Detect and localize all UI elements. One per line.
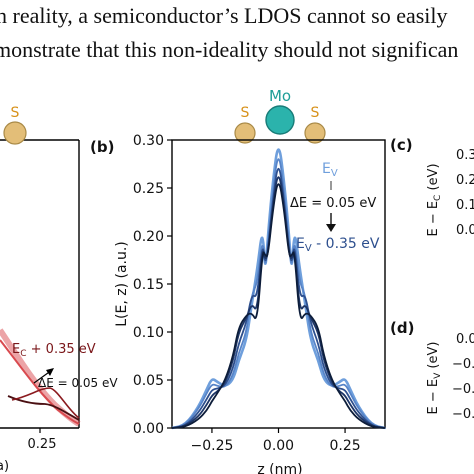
mo-atom-label: Mo [269, 87, 291, 105]
panel-b: (b) S Mo S 0.000.050.100.150.200.250.30 … [90, 87, 387, 474]
y-ticks: 0.00 0.05 0.10 0.15 0.20 0.25 0.30 [133, 133, 172, 437]
panel-c-tick-0: 0.3 [456, 148, 474, 163]
panel-b-label: (b) [90, 138, 114, 156]
x-tick-label: 0.25 [329, 438, 360, 454]
panel-d-tick-2: −0.2 [452, 382, 474, 397]
panel-c-label: (c) [390, 136, 413, 154]
panel-a-curve-mid [11, 387, 80, 419]
panel-d-tick-1: −0.1 [452, 357, 474, 372]
y-tick-label: 0.05 [133, 373, 164, 389]
panel-a-fragment: S EC + 0.35 eV ΔE = 0.05 eV 0.25 a) [0, 105, 118, 474]
s-atom-1 [234, 122, 256, 144]
panel-cd-fragment: (c) E − EC (eV) 0.3 0.2 0.1 0.0 (d) E − … [390, 136, 474, 422]
annotation-ev-bottom: EV - 0.35 eV [296, 236, 380, 254]
panel-a-arrow-head [46, 368, 54, 376]
x-ticks: −0.25 0.00 0.25 [190, 428, 361, 454]
panel-c-tick-3: 0.0 [456, 223, 474, 238]
series-line-0 [171, 148, 387, 430]
series-layer [171, 148, 387, 430]
panel-a-de-label: ΔE = 0.05 eV [38, 376, 118, 390]
x-tick-label: 0.00 [263, 438, 294, 454]
panel-a-partial-label: a) [0, 459, 9, 474]
series-line-4 [171, 183, 386, 429]
annotation-arrow-head [326, 224, 336, 232]
panel-c-tick-1: 0.2 [456, 173, 474, 188]
mo-atom [265, 105, 295, 135]
panel-d-tick-3: −0.3 [452, 407, 474, 422]
y-tick-label: 0.30 [133, 133, 164, 149]
s-atom-left-edge [3, 121, 27, 145]
series-line-1 [171, 158, 386, 429]
series-line-3 [171, 176, 386, 429]
panel-d-label: (d) [390, 319, 414, 337]
caption-line-2: monstrate that this non-ideality should … [0, 37, 458, 62]
y-tick-label: 0.00 [133, 421, 164, 437]
y-tick-label: 0.10 [133, 325, 164, 341]
panel-a-xtick-label: 0.25 [28, 437, 57, 452]
annotation-ev-top: EV [322, 161, 338, 179]
panel-a-curve-1 [0, 339, 80, 425]
s-atom-2-label: S [311, 105, 320, 121]
x-axis-title: z (nm) [257, 462, 302, 474]
caption-line-1: n reality, a semiconductor’s LDOS cannot… [0, 3, 448, 28]
x-tick-label: −0.25 [190, 438, 233, 454]
s-atom-1-label: S [241, 105, 250, 121]
panel-a-curve-dark [7, 395, 80, 421]
panel-c-tick-2: 0.1 [456, 198, 474, 213]
y-tick-label: 0.25 [133, 181, 164, 197]
y-tick-label: 0.20 [133, 229, 164, 245]
y-axis-title: L(E, z) (a.u.) [114, 241, 130, 327]
panel-c-y-title: E − EC (eV) [426, 163, 443, 236]
series-line-2 [171, 167, 386, 429]
panel-d-tick-0: 0.0 [456, 332, 474, 347]
y-tick-label: 0.15 [133, 277, 164, 293]
panel-d-y-title: E − EV (eV) [426, 342, 443, 415]
annotation-de: ΔE = 0.05 eV [290, 196, 376, 211]
plot-frame-b [171, 139, 386, 429]
panel-a-energy-label: EC + 0.35 eV [12, 342, 96, 359]
s-atom-left-edge-label: S [11, 105, 20, 121]
s-atom-2 [304, 122, 326, 144]
